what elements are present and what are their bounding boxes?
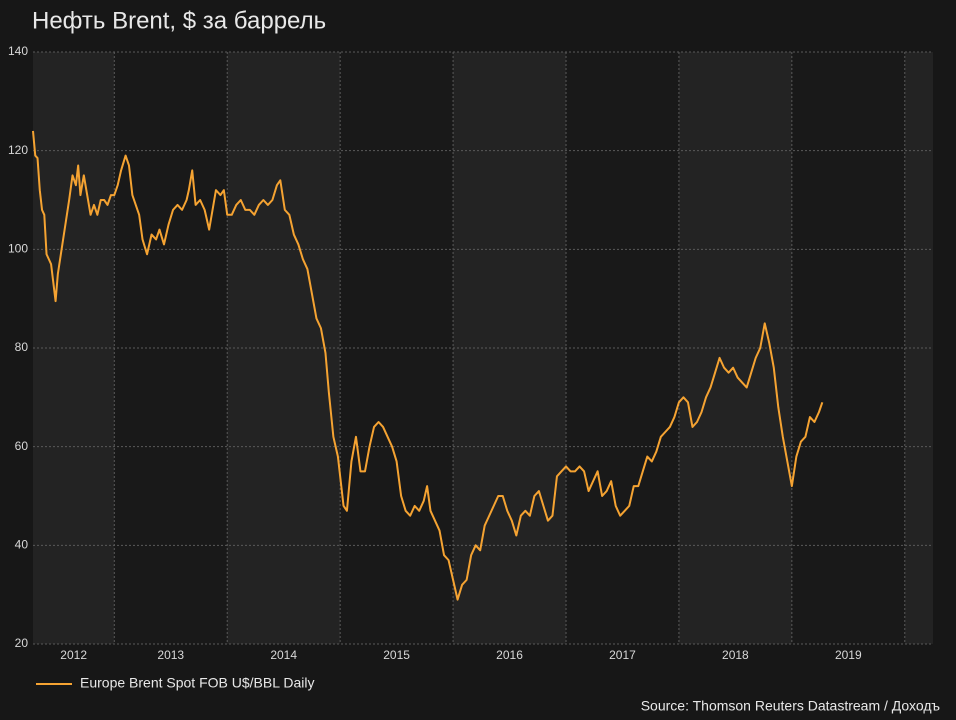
y-tick-label: 60 <box>15 439 29 453</box>
chart-title: Нефть Brent, $ за баррель <box>32 7 326 34</box>
y-tick-label: 40 <box>15 538 29 552</box>
y-tick-label: 20 <box>15 636 29 650</box>
legend-label: Europe Brent Spot FOB U$/BBL Daily <box>80 675 314 691</box>
x-tick-label: 2017 <box>609 648 636 662</box>
year-band <box>227 52 341 644</box>
y-tick-label: 140 <box>8 44 28 58</box>
x-tick-label: 2014 <box>270 648 297 662</box>
x-tick-label: 2016 <box>496 648 523 662</box>
x-tick-label: 2013 <box>157 648 184 662</box>
x-tick-label: 2018 <box>722 648 749 662</box>
source-note: Source: Thomson Reuters Datastream / Дох… <box>641 698 941 714</box>
y-tick-label: 80 <box>15 340 29 354</box>
x-tick-label: 2015 <box>383 648 410 662</box>
y-tick-label: 120 <box>8 143 28 157</box>
year-band <box>791 52 905 644</box>
x-tick-label: 2012 <box>60 648 87 662</box>
price-line <box>32 130 824 601</box>
x-tick-label: 2019 <box>835 648 862 662</box>
y-tick-label: 100 <box>8 242 28 256</box>
plot-area <box>32 51 933 645</box>
